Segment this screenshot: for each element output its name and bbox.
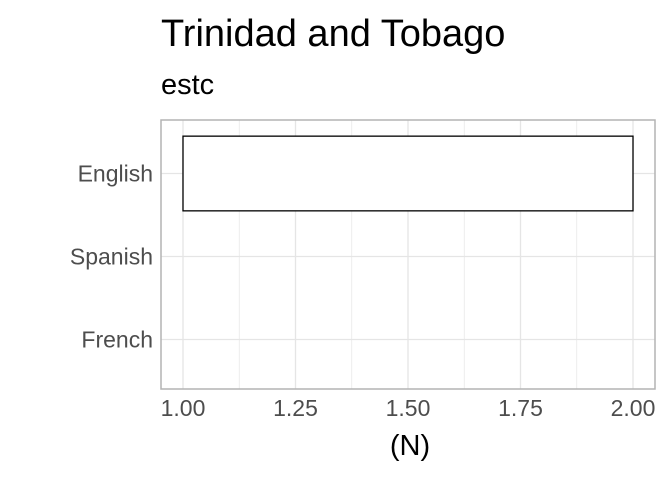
x-tick-labels: 1.00 1.25 1.50 1.75 2.00 xyxy=(161,395,656,421)
y-tick-label: French xyxy=(81,327,153,353)
y-tick-label: English xyxy=(78,161,153,187)
chart-subtitle: estc xyxy=(161,69,214,101)
x-tick-label: 1.00 xyxy=(161,395,206,421)
x-tick-label: 1.50 xyxy=(386,395,431,421)
x-tick-label: 1.75 xyxy=(498,395,543,421)
bars xyxy=(182,135,634,212)
x-axis-title: (N) xyxy=(390,430,430,462)
x-tick-label: 1.25 xyxy=(273,395,318,421)
y-tick-label: Spanish xyxy=(70,244,153,270)
chart-title: Trinidad and Tobago xyxy=(161,13,505,55)
x-tick-label: 2.00 xyxy=(611,395,656,421)
bar-english xyxy=(182,135,634,212)
panel-border xyxy=(160,119,656,390)
y-tick-labels: English Spanish French xyxy=(70,161,153,353)
